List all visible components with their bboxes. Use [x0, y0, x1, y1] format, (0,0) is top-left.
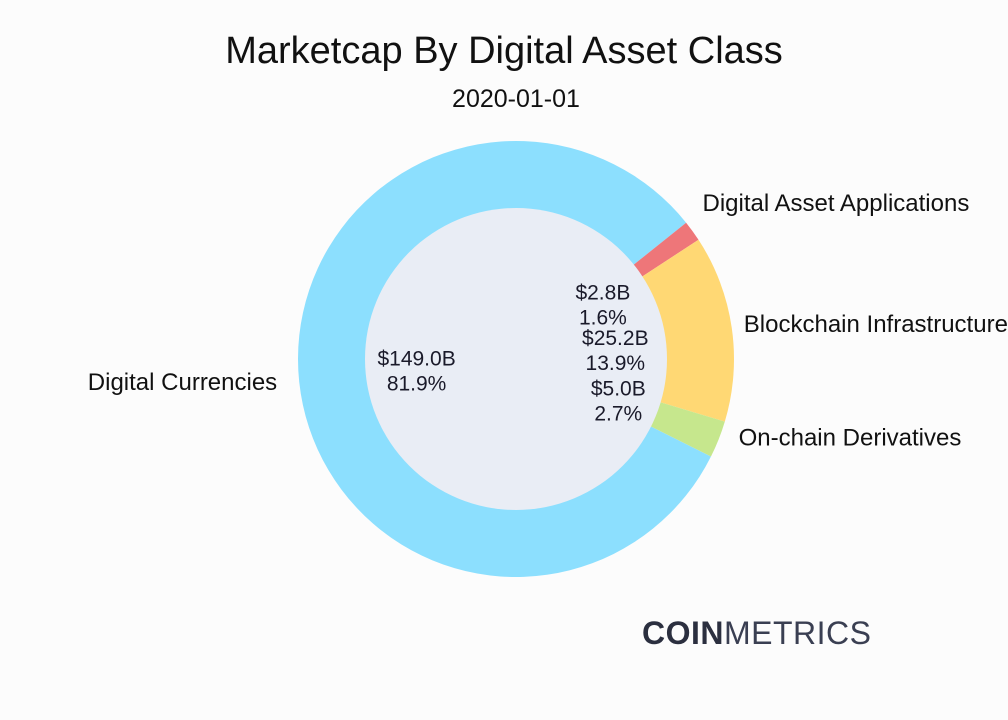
percent-label-digital-currencies: 81.9%: [387, 373, 447, 396]
chart-subtitle: 2020-01-01: [452, 85, 580, 113]
percent-label-on-chain-derivatives: 2.7%: [594, 403, 642, 426]
value-label-blockchain-infrastructure: $25.2B: [582, 327, 649, 350]
category-label-blockchain-infrastructure: Blockchain Infrastructure: [744, 311, 1008, 338]
value-label-digital-currencies: $149.0B: [377, 348, 455, 371]
value-label-digital-asset-applications: $2.8B: [575, 281, 630, 304]
category-label-digital-currencies: Digital Currencies: [88, 369, 277, 396]
category-label-on-chain-derivatives: On-chain Derivatives: [739, 424, 962, 451]
chart-title: Marketcap By Digital Asset Class: [225, 30, 783, 72]
category-label-digital-asset-applications: Digital Asset Applications: [703, 190, 970, 217]
value-label-on-chain-derivatives: $5.0B: [591, 378, 646, 401]
donut-hole: [365, 208, 667, 510]
logo-text-coin: COIN: [642, 615, 724, 651]
logo-text-metrics: METRICS: [724, 615, 872, 651]
labels-layer: Digital Currencies Digital Asset Applicat…: [88, 190, 1008, 451]
percent-label-digital-asset-applications: 1.6%: [579, 306, 627, 329]
coinmetrics-logo: COINMETRICS: [642, 613, 872, 653]
percent-label-blockchain-infrastructure: 13.9%: [586, 352, 646, 375]
